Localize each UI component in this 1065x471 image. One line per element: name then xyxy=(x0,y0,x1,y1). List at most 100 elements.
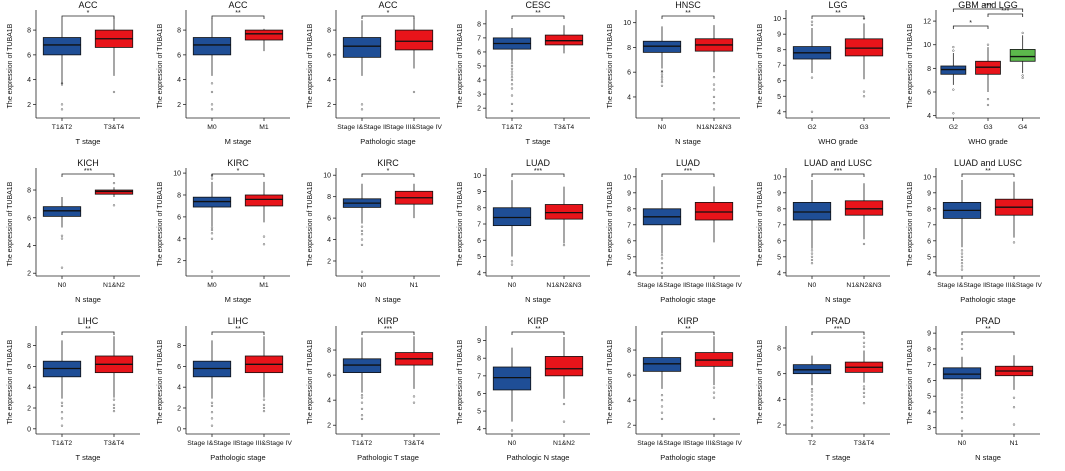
y-axis-label: The expression of TUBA1B xyxy=(7,339,14,424)
y-tick-label: 9 xyxy=(627,190,631,197)
chart-panel: KIRP 2 4 6 8 The expression of TUBA1B Patholog… xyxy=(607,316,742,462)
y-axis-label: The expression of TUBA1B xyxy=(457,339,464,424)
y-tick-label: 8 xyxy=(777,206,781,213)
y-tick-label: 6 xyxy=(327,52,331,59)
y-tick-label: 6 xyxy=(327,216,331,223)
outlier-point xyxy=(810,398,814,401)
box-group xyxy=(544,186,584,247)
y-tick-label: 6 xyxy=(777,78,781,85)
y-tick-label: 4 xyxy=(177,236,181,243)
box-iqr xyxy=(1009,49,1036,62)
panel-title: LUAD xyxy=(526,158,551,168)
box-group xyxy=(940,45,967,115)
x-tick-label: M1 xyxy=(259,282,269,289)
y-tick-label: 10 xyxy=(323,173,331,180)
y-tick-label: 6 xyxy=(177,52,181,59)
outlier-point xyxy=(960,268,964,271)
x-tick-label: T3&T4 xyxy=(404,440,425,447)
outlier-point xyxy=(210,411,214,414)
y-axis-label: The expression of TUBA1B xyxy=(307,339,314,424)
box-group xyxy=(544,337,584,423)
box-group xyxy=(394,183,434,219)
outlier-point xyxy=(210,401,214,404)
y-tick-label: 10 xyxy=(773,174,781,181)
x-tick-label: M1 xyxy=(259,124,269,131)
y-tick-label: 8 xyxy=(777,345,781,352)
outlier-point xyxy=(360,229,364,233)
y-tick-label: 6 xyxy=(327,373,331,380)
outlier-point xyxy=(810,23,814,26)
outlier-point xyxy=(510,78,514,82)
y-tick-label: 6 xyxy=(777,371,781,378)
y-tick-label: 8 xyxy=(477,356,481,363)
outlier-point xyxy=(262,403,266,407)
outlier-point xyxy=(960,343,964,346)
y-tick-label: 10 xyxy=(923,42,931,49)
outlier-point xyxy=(412,395,416,398)
outlier-point xyxy=(986,103,990,107)
box-group xyxy=(642,26,682,87)
x-axis-label: N stage xyxy=(75,295,101,304)
x-tick-label: N0 xyxy=(958,440,967,447)
outlier-point xyxy=(960,255,964,258)
outlier-point xyxy=(862,387,866,391)
y-tick-label: 4 xyxy=(327,398,331,405)
outlier-point xyxy=(862,336,866,339)
y-tick-label: 10 xyxy=(623,20,631,27)
y-tick-label: 8 xyxy=(627,206,631,213)
box-iqr xyxy=(492,207,532,227)
outlier-point xyxy=(960,406,964,409)
significance-label: *** xyxy=(684,168,692,175)
y-tick-label: 8 xyxy=(177,343,181,350)
x-tick-label: N0 xyxy=(658,124,667,131)
outlier-point xyxy=(60,82,64,85)
outlier-point xyxy=(660,78,664,81)
box-group xyxy=(694,25,734,111)
significance-bracket xyxy=(61,15,115,19)
outlier-point xyxy=(862,242,866,246)
y-tick-label: 8 xyxy=(777,47,781,54)
outlier-point xyxy=(562,243,566,247)
box-group xyxy=(342,20,382,111)
significance-label: *** xyxy=(534,168,542,175)
y-tick-label: 8 xyxy=(927,346,931,353)
y-tick-label: 5 xyxy=(927,254,931,261)
outlier-point xyxy=(360,414,364,417)
x-tick-label: Stage III&Stage IV xyxy=(386,124,442,131)
y-tick-label: 6 xyxy=(477,238,481,245)
y-tick-label: 4 xyxy=(27,77,31,84)
box-iqr xyxy=(192,37,232,56)
box-group xyxy=(244,336,284,413)
y-axis-label: The expression of TUBA1B xyxy=(757,339,764,424)
significance-bracket xyxy=(661,15,715,19)
box-group xyxy=(942,338,982,432)
y-tick-label: 7 xyxy=(927,222,931,229)
chart-panel: GBM and LGG 4 6 8 10 12 The expression of TUBA… xyxy=(907,0,1040,146)
significance-bracket xyxy=(987,13,1024,17)
y-tick-label: 2 xyxy=(627,423,631,430)
outlier-point xyxy=(712,417,716,421)
outlier-point xyxy=(210,270,214,273)
x-tick-label: N0 xyxy=(58,282,67,289)
outlier-point xyxy=(210,226,214,229)
chart-panel: ACC 2 4 6 8 The expression of TUBA1B T stageT1… xyxy=(7,0,140,146)
box-iqr xyxy=(544,204,584,220)
outlier-point xyxy=(810,249,814,252)
y-tick-label: 7 xyxy=(627,222,631,229)
outlier-point xyxy=(810,387,814,391)
chart-panel: ACC 2 4 6 8 The expression of TUBA1B M stage M0… xyxy=(157,0,290,146)
y-tick-label: 7 xyxy=(927,362,931,369)
significance-label: ** xyxy=(835,10,841,17)
outlier-point xyxy=(960,249,964,252)
chart-panel: PRAD 3 4 5 6 7 8 9 The expression of TUBA1B N sta… xyxy=(907,316,1040,462)
y-tick-label: 6 xyxy=(627,238,631,245)
y-tick-label: 4 xyxy=(177,385,181,392)
outlier-point xyxy=(810,403,814,406)
significance-bracket xyxy=(511,173,565,177)
y-axis-label: The expression of TUBA1B xyxy=(157,181,164,266)
outlier-point xyxy=(510,87,514,90)
outlier-point xyxy=(562,420,566,423)
outlier-point xyxy=(810,252,814,255)
x-tick-label: G2 xyxy=(949,124,958,131)
